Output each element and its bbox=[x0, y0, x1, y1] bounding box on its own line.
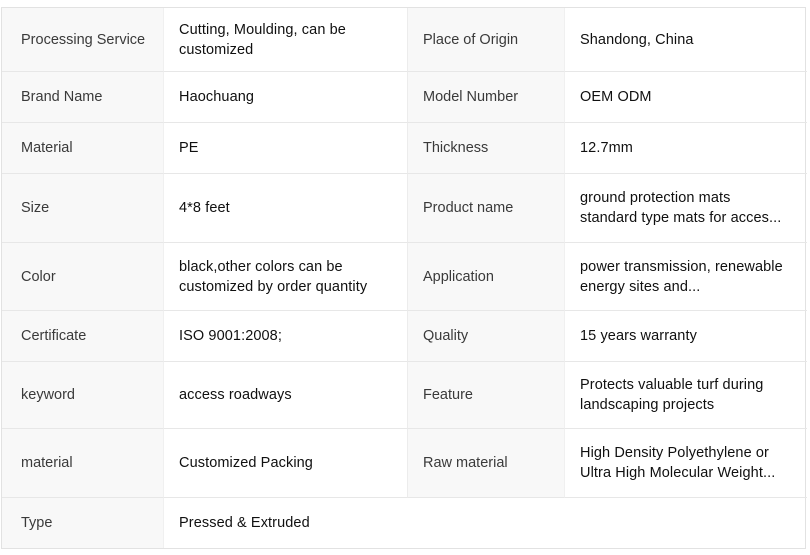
value-text: access roadways bbox=[179, 387, 292, 403]
spec-label-brand-name: Brand Name bbox=[2, 72, 164, 123]
value-text: 4*8 feet bbox=[179, 200, 230, 216]
value-text: Customized Packing bbox=[179, 455, 313, 471]
spec-value-raw-material: High Density Polyethylene or Ultra High … bbox=[565, 429, 807, 498]
spec-value-material: PE bbox=[164, 123, 407, 174]
spec-label-model-number: Model Number bbox=[407, 72, 565, 123]
spec-label-product-name: Product name bbox=[407, 174, 565, 243]
value-text: power transmission, renewable energy sit… bbox=[580, 258, 783, 295]
spec-value-keyword: access roadways bbox=[164, 362, 407, 429]
value-text: Pressed & Extruded bbox=[179, 515, 310, 531]
value-text: ISO 9001:2008; bbox=[179, 328, 282, 344]
label-text: Color bbox=[21, 268, 56, 285]
value-text: PE bbox=[179, 140, 199, 156]
spec-label-keyword: keyword bbox=[2, 362, 164, 429]
spec-label-quality: Quality bbox=[407, 311, 565, 362]
label-text: Raw material bbox=[423, 455, 508, 471]
label-text: Material bbox=[21, 140, 73, 156]
spec-value-packing-material: Customized Packing bbox=[164, 429, 407, 498]
label-text: Brand Name bbox=[21, 89, 103, 105]
spec-label-thickness: Thickness bbox=[407, 123, 565, 174]
spec-value-feature: Protects valuable turf during landscapin… bbox=[565, 362, 807, 429]
value-text: Haochuang bbox=[179, 89, 255, 105]
spec-label-size: Size bbox=[2, 174, 164, 243]
spec-value-processing-service: Cutting, Moulding, can be customized bbox=[164, 8, 407, 72]
value-text: ground protection mats standard type mat… bbox=[580, 190, 782, 226]
spec-label-color: Color bbox=[2, 243, 164, 311]
spec-label-application: Application bbox=[407, 243, 565, 311]
label-text: Thickness bbox=[423, 140, 489, 156]
label-text: Size bbox=[21, 200, 50, 216]
spec-value-color: black,other colors can be customized by … bbox=[164, 243, 407, 311]
spec-value-thickness: 12.7mm bbox=[565, 123, 807, 174]
label-text: Feature bbox=[423, 387, 473, 403]
spec-value-certificate: ISO 9001:2008; bbox=[164, 311, 407, 362]
spec-label-type: Type bbox=[2, 498, 164, 548]
spec-label-raw-material: Raw material bbox=[407, 429, 565, 498]
spec-value-product-name: ground protection mats standard type mat… bbox=[565, 174, 807, 243]
value-text: Cutting, Moulding, can be customized bbox=[179, 21, 346, 58]
label-text: Quality bbox=[423, 328, 469, 344]
spec-value-place-of-origin: Shandong, China bbox=[565, 8, 807, 72]
spec-value-brand-name: Haochuang bbox=[164, 72, 407, 123]
spec-label-certificate: Certificate bbox=[2, 311, 164, 362]
value-text: black,other colors can be customized by … bbox=[179, 258, 368, 295]
label-text: Place of Origin bbox=[423, 31, 519, 48]
label-text: Processing Service bbox=[21, 31, 146, 48]
label-text: keyword bbox=[21, 387, 75, 403]
value-text: Shandong, China bbox=[580, 31, 694, 48]
label-text: material bbox=[21, 455, 73, 471]
value-text: OEM ODM bbox=[580, 89, 652, 105]
value-text: 15 years warranty bbox=[580, 328, 697, 344]
spec-value-model-number: OEM ODM bbox=[565, 72, 807, 123]
label-text: Model Number bbox=[423, 89, 519, 105]
spec-value-size: 4*8 feet bbox=[164, 174, 407, 243]
spec-value-application: power transmission, renewable energy sit… bbox=[565, 243, 807, 311]
spec-label-place-of-origin: Place of Origin bbox=[407, 8, 565, 72]
spec-label-processing-service: Processing Service bbox=[2, 8, 164, 72]
spec-label-feature: Feature bbox=[407, 362, 565, 429]
value-text: Protects valuable turf during landscapin… bbox=[580, 377, 764, 413]
label-text: Certificate bbox=[21, 328, 87, 344]
label-text: Application bbox=[423, 268, 494, 285]
spec-value-quality: 15 years warranty bbox=[565, 311, 807, 362]
product-attributes-table: Processing Service Cutting, Moulding, ca… bbox=[1, 7, 807, 549]
spec-label-packing-material: material bbox=[2, 429, 164, 498]
label-text: Product name bbox=[423, 200, 514, 216]
value-text: 12.7mm bbox=[580, 140, 633, 156]
spec-value-type: Pressed & Extruded bbox=[164, 498, 807, 548]
spec-label-material: Material bbox=[2, 123, 164, 174]
value-text: High Density Polyethylene or Ultra High … bbox=[580, 445, 776, 481]
label-text: Type bbox=[21, 515, 53, 531]
